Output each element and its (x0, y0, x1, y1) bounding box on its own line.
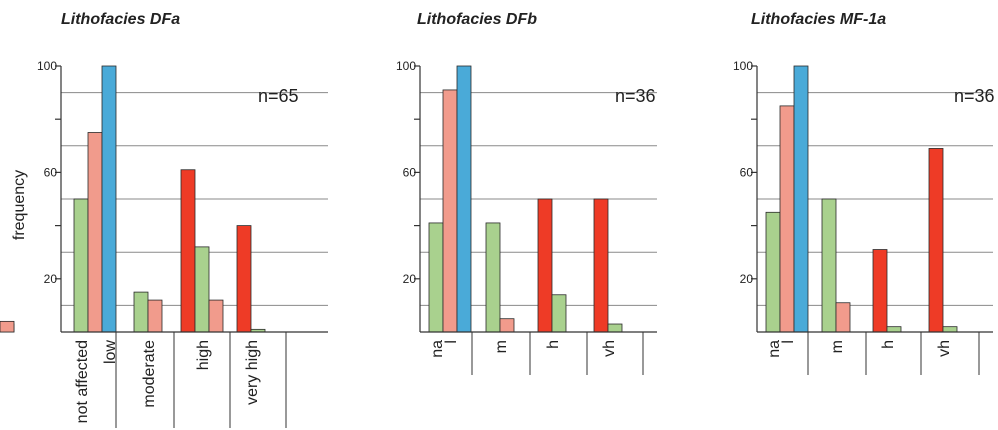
y-tick-label: 60 (44, 165, 58, 179)
x-tick-label: na (429, 340, 446, 358)
bar (485, 222, 501, 333)
bar (835, 302, 851, 333)
bar (821, 198, 837, 333)
y-tick-label: 20 (740, 272, 754, 286)
x-tick-label: moderate (141, 340, 158, 408)
bar (593, 198, 609, 333)
x-tick-label: h (545, 340, 562, 349)
bar (428, 222, 444, 333)
y-tick-label: 60 (740, 165, 754, 179)
x-tick-label: l (780, 340, 797, 344)
bar (793, 65, 809, 333)
x-tick-label: na (766, 340, 783, 358)
bar (779, 105, 795, 333)
sample-size-annotation: n=65 (258, 86, 299, 106)
bar (442, 89, 458, 333)
x-tick-label: vh (936, 340, 953, 357)
bar (872, 249, 888, 333)
bar (180, 169, 196, 333)
y-tick-label: 60 (403, 165, 417, 179)
y-tick-label: 100 (37, 59, 57, 73)
x-tick-label: not affected (74, 340, 91, 423)
bar (101, 65, 117, 333)
bar (537, 198, 553, 333)
bar (73, 198, 89, 333)
bar (551, 294, 567, 333)
bar (236, 225, 252, 333)
x-tick-label: m (493, 340, 510, 353)
bar (942, 326, 958, 333)
chart-title: Lithofacies DFa (61, 11, 180, 28)
x-tick-label: very high (244, 340, 261, 405)
bar (607, 323, 623, 333)
y-axis-label: frequency (11, 170, 28, 240)
bar (886, 326, 902, 333)
bar (928, 148, 944, 333)
sample-size-annotation: n=36 (954, 86, 995, 106)
bar (208, 299, 224, 333)
y-tick-label: 100 (733, 59, 753, 73)
x-tick-label: h (880, 340, 897, 349)
bar (456, 65, 472, 333)
bar (147, 299, 163, 333)
chart-title: Lithofacies MF-1a (751, 11, 886, 28)
bar (765, 211, 781, 333)
x-tick-label: m (829, 340, 846, 353)
y-tick-label: 20 (44, 272, 58, 286)
bar (133, 291, 149, 333)
x-tick-label: low (102, 340, 119, 364)
x-tick-label: vh (601, 340, 618, 357)
bar (194, 246, 210, 333)
bar (0, 320, 15, 333)
x-tick-label: high (195, 340, 212, 370)
bar (87, 132, 103, 333)
y-tick-label: 100 (396, 59, 416, 73)
sample-size-annotation: n=36 (615, 86, 656, 106)
y-tick-label: 20 (403, 272, 417, 286)
bar (499, 318, 515, 333)
chart-title: Lithofacies DFb (417, 11, 537, 28)
x-tick-label: l (443, 340, 460, 344)
